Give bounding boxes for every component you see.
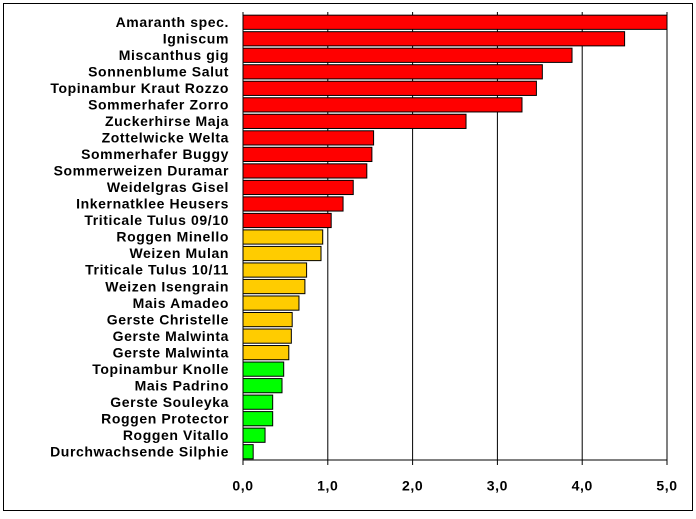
y-tick-label: Triticale Tulus 09/10 [84,212,229,228]
bar [242,163,368,179]
y-tick-label: Igniscum [163,30,229,46]
y-tick-label: Mais Amadeo [133,295,229,311]
bar [242,196,344,212]
bar [242,47,573,63]
bar [242,444,254,460]
bar [242,378,283,394]
y-tick-label: Durchwachsende Silphie [50,443,229,459]
y-tick-label: Inkernatklee Heusers [76,196,229,212]
y-tick-label: Zuckerhirse Maja [105,113,229,129]
bar [242,31,626,47]
bar [242,64,543,80]
bar [242,146,373,163]
bar [242,295,300,311]
bar [242,97,523,113]
bar [242,245,322,262]
x-tick-label: 5,0 [656,478,677,494]
y-tick-label: Sonnenblume Salut [88,64,229,80]
x-tick-label: 0,0 [232,478,253,494]
bar [242,212,332,229]
bar [242,328,292,344]
y-tick-label: Amaranth spec. [116,14,229,30]
y-tick-label: Sommerweizen Duramar [54,163,229,179]
bar [242,14,668,30]
y-tick-label: Sommerhafer Zorro [88,97,229,113]
x-tick-label: 2,0 [402,478,423,494]
y-tick-label: Topinambur Kraut Rozzo [50,80,229,96]
bar [242,427,266,443]
y-tick-label: Mais Padrino [135,377,229,393]
y-tick-label: Roggen Minello [116,229,229,245]
bar [242,113,467,129]
bar [242,311,293,328]
x-tick-label: 3,0 [487,478,508,494]
y-tick-label: Triticale Tulus 10/11 [85,262,229,278]
y-tick-label: Miscanthus gig [119,47,229,63]
x-tick-label: 4,0 [572,478,593,494]
y-tick-label: Weizen Mulan [129,245,229,261]
bar [242,394,274,410]
y-tick-label: Gerste Christelle [107,311,229,327]
y-tick-label: Gerste Malwinta [113,344,229,360]
y-tick-label: Topinambur Knolle [92,361,229,377]
y-tick-label: Sommerhafer Buggy [81,146,229,162]
bar [242,179,354,196]
bar [242,130,375,146]
y-tick-label: Gerste Souleyka [110,394,229,410]
bar [242,411,274,427]
bar [242,229,324,245]
bar [242,345,290,361]
bar [242,262,308,278]
y-tick-label: Zottelwicke Welta [102,130,229,146]
bar [242,278,306,295]
bar [242,361,285,377]
y-tick-label: Gerste Malwinta [113,328,229,344]
y-tick-label: Roggen Protector [101,410,229,426]
bar [242,80,537,96]
x-tick-label: 1,0 [317,478,338,494]
y-tick-label: Weizen Isengrain [105,278,229,294]
y-tick-label: Weidelgras Gisel [107,179,229,195]
y-tick-label: Roggen Vitallo [123,427,229,443]
